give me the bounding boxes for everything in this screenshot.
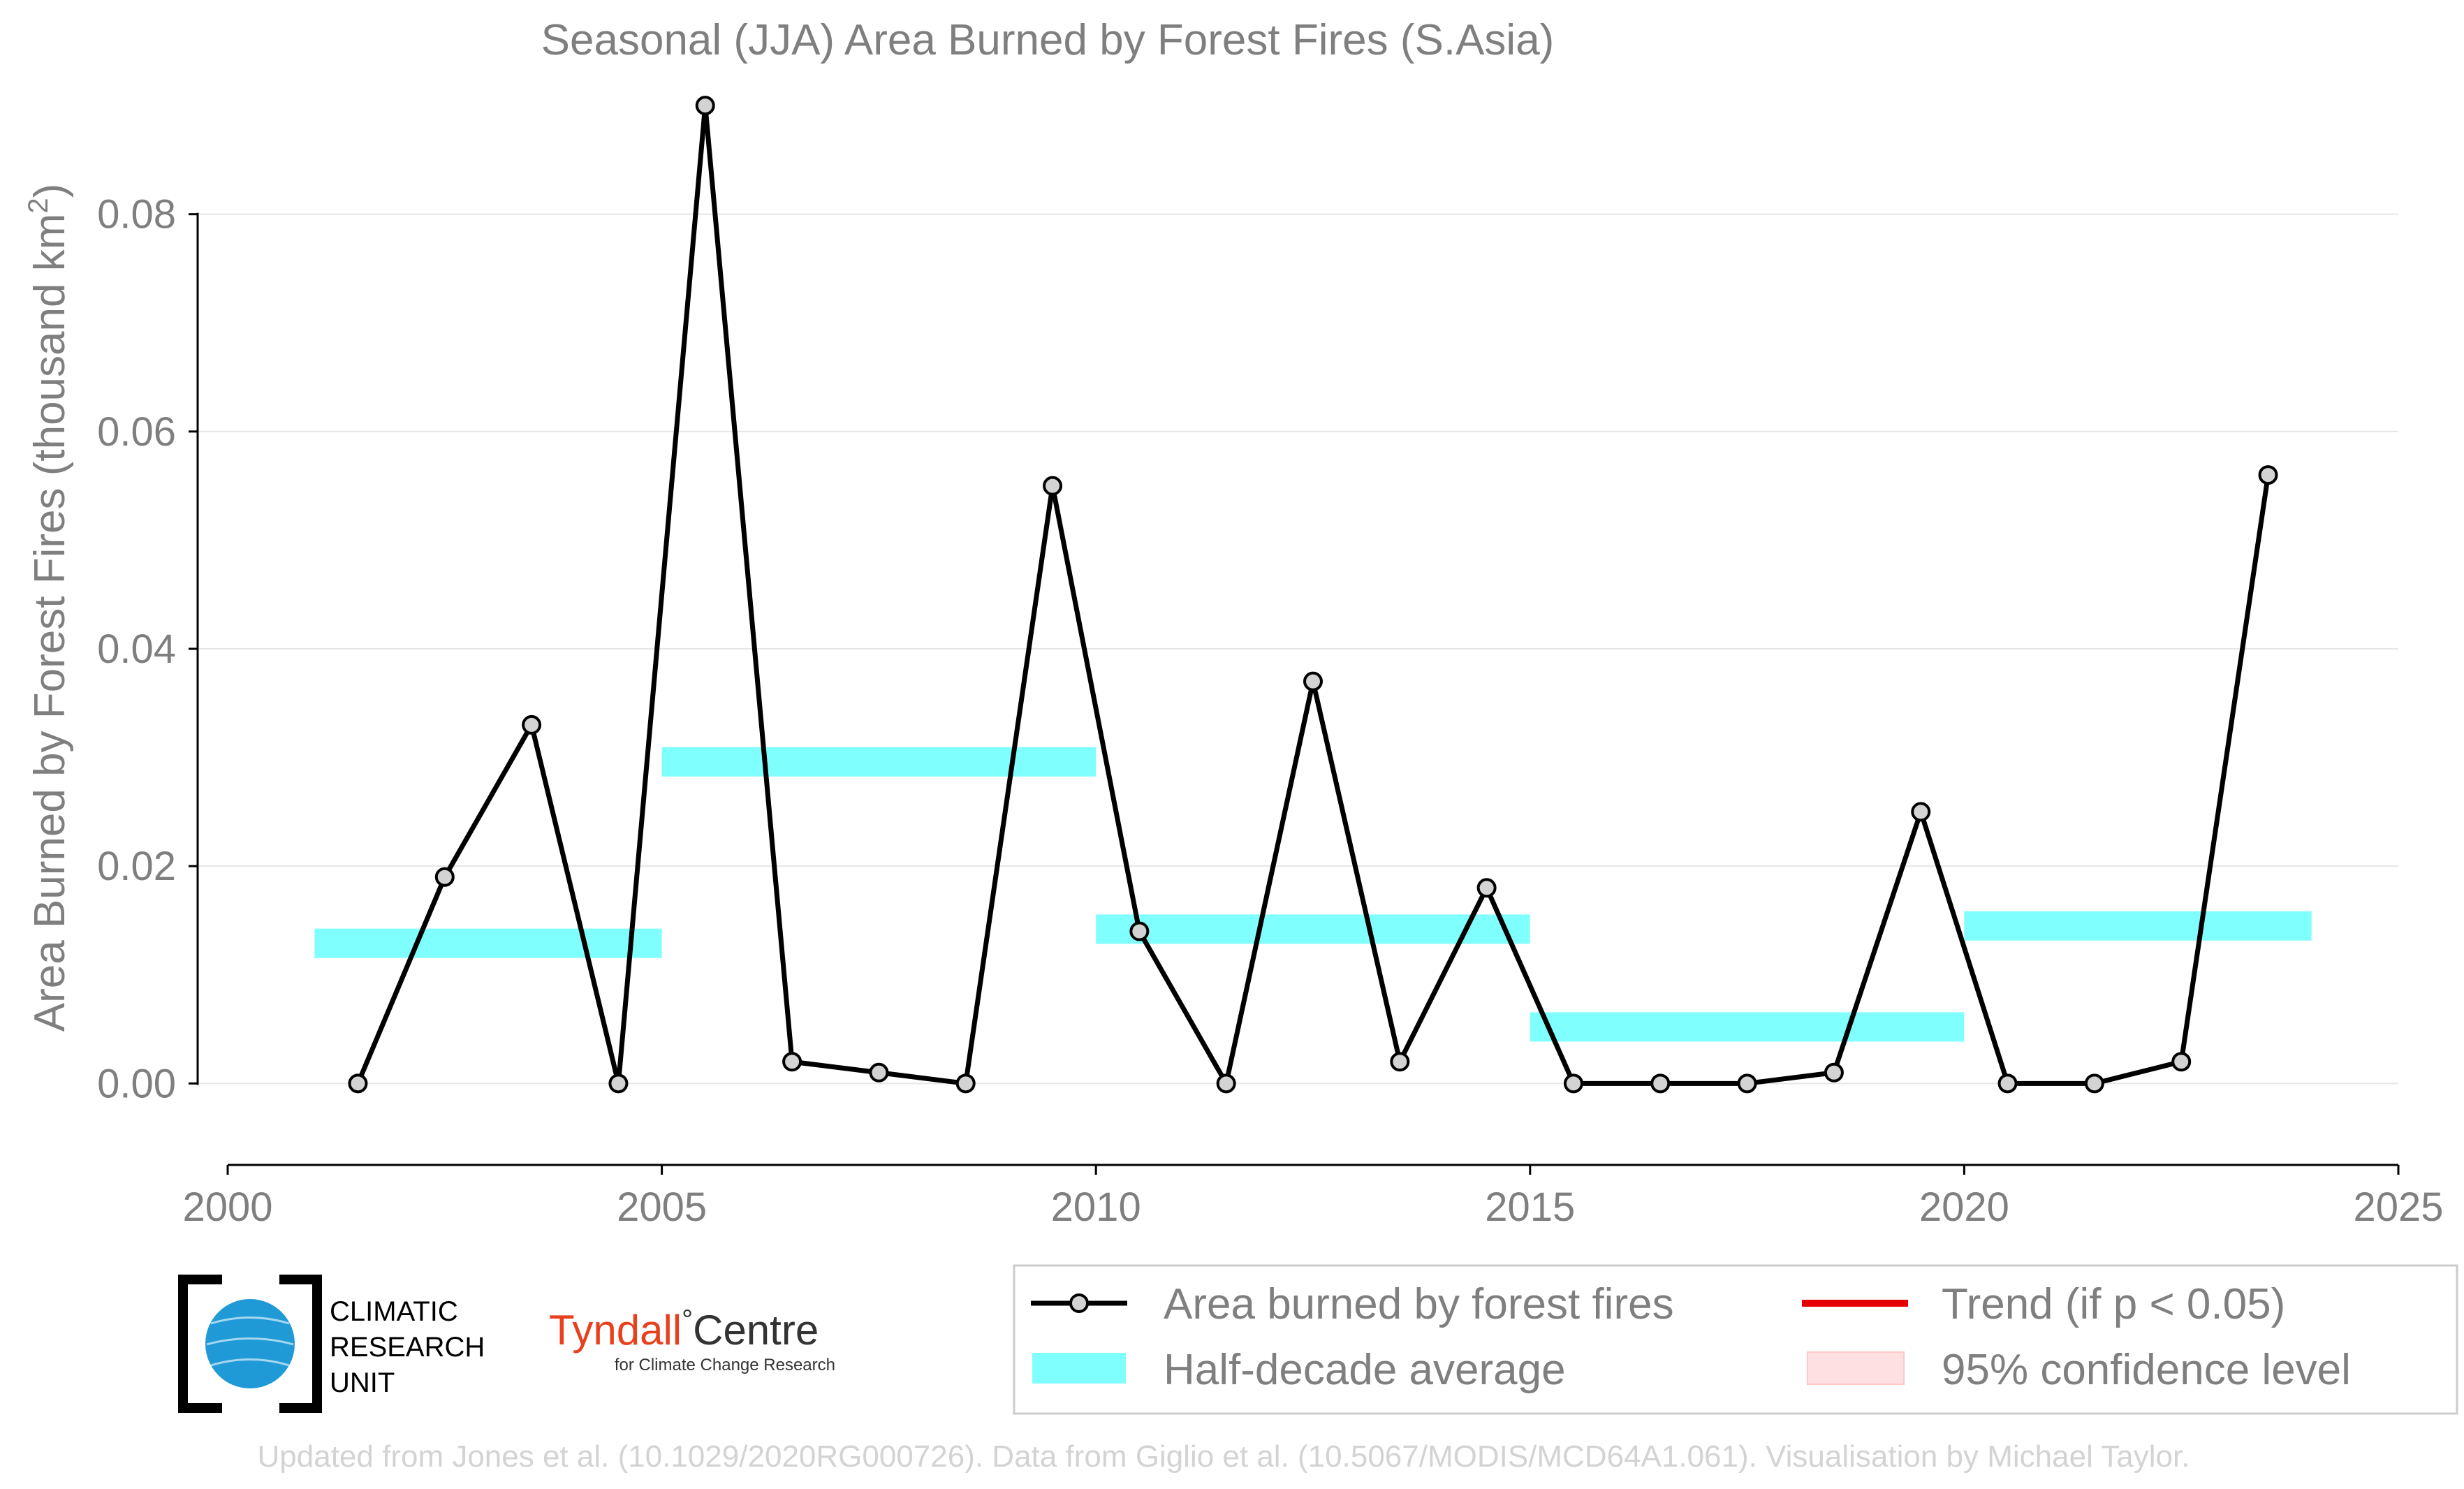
tyndall-logo: Tyndall°Centre for Climate Change Resear… bbox=[549, 1305, 835, 1374]
data-point bbox=[434, 867, 455, 887]
y-tick-label: 0.06 bbox=[97, 409, 176, 455]
y-axis-label-main: Area Burned by Forest Fires (thousand km bbox=[26, 214, 74, 1032]
data-point bbox=[1043, 476, 1063, 496]
data-point bbox=[1390, 1052, 1410, 1072]
data-point bbox=[955, 1073, 976, 1094]
data-point bbox=[1563, 1073, 1583, 1094]
legend-label-half-decade: Half-decade average bbox=[1164, 1346, 1566, 1394]
data-point bbox=[2171, 1052, 2192, 1072]
chart-title: Seasonal (JJA) Area Burned by Forest Fir… bbox=[541, 16, 1555, 64]
data-point bbox=[869, 1062, 889, 1083]
tyndall-logo-degree: ° bbox=[682, 1305, 693, 1335]
half-decade-bar bbox=[1964, 911, 2312, 941]
legend-label-confidence: 95% confidence level bbox=[1942, 1346, 2351, 1394]
tyndall-logo-centre: Centre bbox=[693, 1307, 819, 1354]
cru-logo-bracket-right bbox=[279, 1275, 322, 1413]
data-point bbox=[695, 96, 715, 116]
y-tick-label: 0.04 bbox=[97, 626, 176, 672]
area-burned-series bbox=[348, 96, 2278, 1094]
y-axis-label: Area Burned by Forest Fires (thousand km… bbox=[23, 184, 74, 1032]
x-tick-label: 2000 bbox=[182, 1184, 272, 1230]
y-tick-label: 0.00 bbox=[97, 1061, 176, 1106]
x-tick-label: 2005 bbox=[617, 1184, 707, 1230]
data-point bbox=[1824, 1062, 1844, 1083]
data-point bbox=[1650, 1073, 1671, 1094]
half-decade-bar bbox=[1096, 914, 1530, 944]
data-point bbox=[1129, 921, 1150, 941]
data-point bbox=[1303, 671, 1323, 691]
y-axis-label-close: ) bbox=[26, 184, 74, 198]
legend-swatch-half-decade bbox=[1032, 1353, 1126, 1384]
tyndall-logo-main: Tyndall bbox=[549, 1307, 682, 1354]
legend-marker-area-burned bbox=[1069, 1293, 1089, 1313]
x-tick-label: 2025 bbox=[2353, 1184, 2443, 1230]
half-decade-bar bbox=[661, 747, 1097, 777]
cru-logo-line-2: RESEARCH bbox=[330, 1332, 485, 1363]
legend-swatch-confidence bbox=[1807, 1351, 1905, 1385]
x-tick-label: 2010 bbox=[1051, 1184, 1141, 1230]
half-decade-average-series bbox=[314, 747, 2312, 1042]
x-tick-label: 2015 bbox=[1485, 1184, 1575, 1230]
data-point bbox=[608, 1073, 629, 1094]
globe-icon bbox=[205, 1299, 295, 1388]
y-tick-label: 0.02 bbox=[97, 844, 176, 889]
x-tick-label: 2020 bbox=[1919, 1184, 2009, 1230]
cru-logo-line-1: CLIMATIC bbox=[330, 1296, 458, 1327]
legend: Area burned by forest fires Trend (if p … bbox=[1013, 1264, 2458, 1415]
half-decade-bar bbox=[314, 928, 662, 958]
cru-logo-bracket-left bbox=[178, 1275, 222, 1413]
data-point bbox=[2258, 465, 2278, 485]
tyndall-logo-subtitle: for Climate Change Research bbox=[615, 1356, 835, 1374]
y-tick-label: 0.08 bbox=[97, 192, 176, 237]
half-decade-bar bbox=[1530, 1012, 1965, 1042]
legend-label-area-burned: Area burned by forest fires bbox=[1164, 1280, 1674, 1328]
y-axis: 0.00 0.02 0.04 0.06 0.08 bbox=[97, 192, 199, 1106]
data-point bbox=[1911, 802, 1931, 822]
cru-logo: CLIMATIC RESEARCH UNIT bbox=[178, 1275, 485, 1413]
data-point bbox=[1476, 878, 1497, 898]
footer-attribution: Updated from Jones et al. (10.1029/2020R… bbox=[258, 1439, 2190, 1474]
legend-frame bbox=[1013, 1264, 2458, 1415]
globe-icon-lines bbox=[206, 1316, 294, 1367]
data-point bbox=[1737, 1073, 1757, 1094]
data-point bbox=[782, 1052, 802, 1072]
data-point bbox=[2084, 1073, 2104, 1094]
legend-label-trend: Trend (if p < 0.05) bbox=[1942, 1280, 2285, 1328]
x-axis: 2000 2005 2010 2015 2020 2025 bbox=[182, 1164, 2444, 1230]
data-point bbox=[1216, 1073, 1236, 1094]
y-axis-label-superscript: 2 bbox=[23, 198, 54, 213]
data-point bbox=[1997, 1073, 2018, 1094]
data-point bbox=[348, 1073, 368, 1094]
cru-logo-line-3: UNIT bbox=[330, 1367, 395, 1398]
data-point bbox=[522, 714, 542, 735]
tyndall-logo-title: Tyndall°Centre bbox=[549, 1305, 819, 1354]
